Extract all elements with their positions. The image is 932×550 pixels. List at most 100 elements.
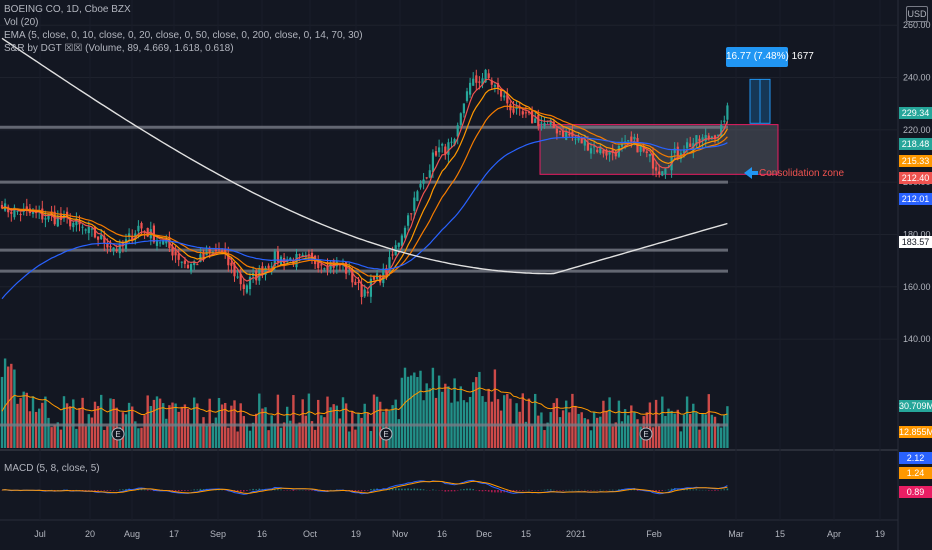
ema-200-line: [1, 37, 728, 275]
candle-body: [627, 140, 630, 142]
candle-body: [605, 149, 608, 156]
macd-histogram-bar: [243, 490, 245, 492]
macd-histogram-bar: [292, 490, 295, 491]
earnings-marker-label: E: [643, 430, 648, 439]
macd-histogram-bar: [171, 490, 174, 492]
axes: 140.00160.00180.00200.00220.00240.00260.…: [34, 20, 930, 539]
macd-histogram-bar: [311, 490, 313, 491]
candle-body: [186, 264, 190, 269]
volume-bar: [109, 398, 112, 448]
candle-body: [75, 219, 78, 226]
candle-body: [0, 204, 4, 209]
volume-bar: [69, 406, 72, 448]
volume-bar: [202, 417, 205, 448]
candle-body: [183, 260, 186, 264]
macd-histogram-bar: [667, 489, 670, 491]
candle-body: [503, 95, 506, 98]
volume-bar: [493, 369, 497, 448]
candle-body: [196, 264, 199, 266]
volume-bar: [695, 412, 698, 448]
volume-bar: [478, 371, 481, 448]
macd-histogram-bar: [466, 488, 468, 491]
candle-body: [462, 103, 465, 114]
macd-histogram-bar: [255, 489, 257, 491]
earnings-marker-label: E: [383, 430, 388, 439]
x-tick-label: 16: [257, 529, 267, 539]
volume-bar: [599, 416, 602, 448]
candle-body: [357, 282, 360, 284]
volume-bar: [707, 394, 710, 448]
volume-bar: [326, 396, 329, 448]
volume-bar: [633, 412, 636, 448]
candle-body: [146, 227, 149, 237]
volume-bar: [459, 386, 462, 448]
volume-bar: [701, 413, 704, 448]
candle-body: [673, 148, 676, 153]
candle-body: [487, 73, 490, 79]
candle-body: [87, 226, 90, 234]
macd-histogram-bar: [236, 490, 239, 492]
macd-histogram-bar: [686, 488, 688, 491]
volume-bar: [369, 430, 373, 448]
candle-body: [419, 183, 422, 188]
volume-bar: [289, 420, 292, 448]
candle-body: [642, 146, 645, 152]
volume-bar: [214, 417, 218, 448]
volume-bar: [561, 410, 565, 448]
volume-bar: [348, 431, 351, 448]
volume-bar: [279, 427, 283, 448]
macd_tags-tag: 0.89: [899, 486, 932, 498]
currency-button[interactable]: USD: [906, 6, 928, 22]
volume-bar: [726, 406, 729, 448]
candle-body: [289, 257, 292, 261]
price_tags-tag: 183.57: [899, 236, 932, 248]
macd-histogram-bar: [717, 490, 719, 491]
macd-histogram-bar: [494, 490, 496, 493]
volume-bar: [487, 388, 490, 448]
macd-histogram-bar: [398, 488, 400, 491]
macd-histogram-bar: [599, 489, 602, 491]
macd-histogram-bar: [636, 490, 639, 491]
candle-body: [441, 143, 444, 146]
macd-histogram-bar: [518, 490, 521, 491]
candle-body: [639, 146, 642, 152]
candle-body: [695, 135, 698, 146]
arrow-left-icon: [744, 167, 758, 179]
candle-body: [388, 257, 391, 273]
candle-body: [465, 91, 469, 101]
candle-body: [664, 168, 667, 175]
macd-histogram-bar: [500, 490, 502, 493]
volume-bar: [245, 424, 249, 448]
candle-body: [276, 250, 279, 262]
price_tags-tag: 212.40: [899, 172, 932, 184]
volume-bar: [351, 411, 354, 448]
volume-bar: [165, 418, 168, 448]
candle-body: [180, 261, 183, 263]
volume-bar: [586, 419, 590, 448]
y-tick-label: 260.00: [903, 20, 931, 30]
candle-body: [707, 135, 710, 140]
volume-bar: [441, 391, 444, 448]
volume-bar: [676, 409, 679, 448]
candle-body: [416, 191, 419, 201]
candle-body: [453, 139, 456, 145]
macd-histogram-bar: [106, 490, 109, 491]
macd-histogram-bar: [119, 489, 121, 491]
macd-histogram-bar: [723, 489, 726, 491]
x-tick-label: 17: [169, 529, 179, 539]
volume-bar: [140, 427, 143, 448]
macd-histogram-bar: [453, 490, 456, 492]
candle-body: [438, 147, 441, 153]
macd_tags-tag: 2.12: [899, 452, 932, 464]
volume-bar: [453, 378, 456, 448]
projection-callout: 16.77 (7.48%) 1677: [726, 47, 814, 67]
candle-body: [562, 131, 565, 137]
macd-histogram-bar: [481, 490, 484, 492]
macd-histogram-bar: [708, 490, 710, 491]
candle-body: [363, 289, 366, 297]
candle-body: [16, 210, 19, 212]
volume-bar: [627, 415, 630, 448]
candle-body: [109, 245, 112, 248]
volume-bar: [360, 417, 363, 448]
